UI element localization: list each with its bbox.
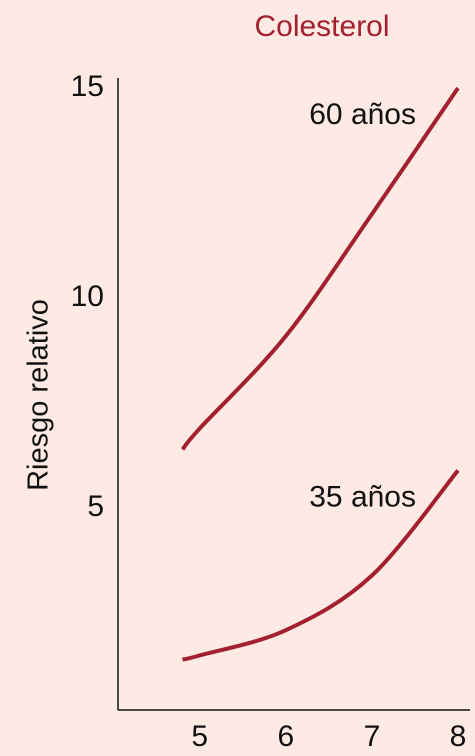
x-tick-label: 5 [191,720,208,753]
line-label: 35 años [309,480,416,513]
y-axis-label: Riesgo relativo [23,299,55,491]
line-label: 60 años [309,98,416,131]
x-tick-label: 8 [450,720,467,753]
line [182,469,460,662]
chart-title: Colesterol [254,10,389,43]
y-tick-label: 15 [71,70,104,103]
y-tick-label: 10 [71,280,104,313]
y-tick-label: 5 [87,490,104,523]
line [180,86,460,451]
x-tick-label: 7 [364,720,381,753]
x-tick-label: 6 [278,720,295,753]
